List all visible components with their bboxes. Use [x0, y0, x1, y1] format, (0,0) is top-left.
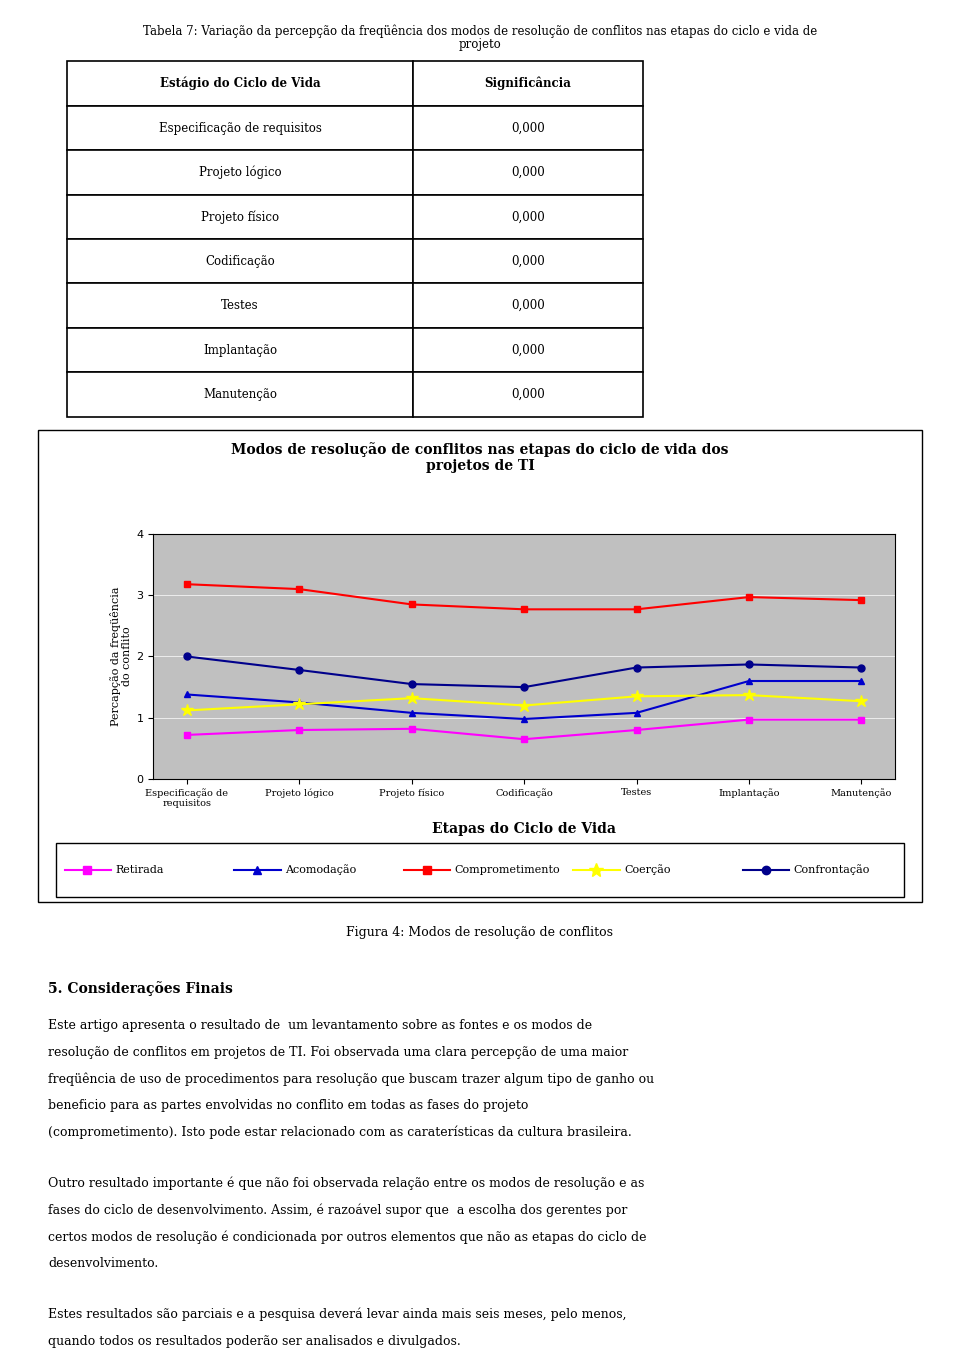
Text: Confrontação: Confrontação	[794, 865, 870, 876]
Text: 0,000: 0,000	[511, 388, 545, 402]
Bar	[67, 150, 413, 194]
Text: Modos de resolução de conflitos nas etapas do ciclo de vida dos
projetos de TI: Modos de resolução de conflitos nas etap…	[231, 443, 729, 473]
Bar	[413, 150, 643, 194]
Bar	[413, 107, 643, 150]
Bar	[413, 195, 643, 239]
Text: Projeto físico: Projeto físico	[201, 210, 279, 224]
Text: Coerção: Coerção	[624, 865, 671, 876]
Bar	[67, 107, 413, 150]
Text: Estágio do Ciclo de Vida: Estágio do Ciclo de Vida	[159, 76, 321, 90]
Text: Projeto lógico: Projeto lógico	[199, 165, 281, 179]
Text: Testes: Testes	[221, 299, 259, 313]
Text: 0,000: 0,000	[511, 254, 545, 268]
Text: Especificação de requisitos: Especificação de requisitos	[158, 122, 322, 135]
Text: certos modos de resolução é condicionada por outros elementos que não as etapas : certos modos de resolução é condicionada…	[48, 1229, 646, 1243]
Bar	[413, 328, 643, 373]
Bar	[67, 373, 413, 417]
Text: Retirada: Retirada	[115, 865, 164, 874]
Text: Acomodação: Acomodação	[285, 865, 356, 876]
Text: Etapas do Ciclo de Vida: Etapas do Ciclo de Vida	[432, 821, 616, 836]
Text: quando todos os resultados poderão ser analisados e divulgados.: quando todos os resultados poderão ser a…	[48, 1335, 461, 1348]
Text: 0,000: 0,000	[511, 165, 545, 179]
Text: Manutenção: Manutenção	[203, 388, 277, 402]
Y-axis label: Percapção da freqüência
do conflito: Percapção da freqüência do conflito	[109, 587, 132, 727]
Text: projeto: projeto	[459, 38, 501, 52]
Text: 0,000: 0,000	[511, 299, 545, 313]
Text: desenvolvimento.: desenvolvimento.	[48, 1257, 158, 1270]
Bar	[67, 328, 413, 373]
Bar	[67, 195, 413, 239]
Bar	[413, 373, 643, 417]
Text: resolução de conflitos em projetos de TI. Foi observada uma clara percepção de u: resolução de conflitos em projetos de TI…	[48, 1046, 628, 1059]
Text: Codificação: Codificação	[205, 254, 275, 268]
Text: Tabela 7: Variação da percepção da freqüência dos modos de resolução de conflito: Tabela 7: Variação da percepção da freqü…	[143, 25, 817, 38]
Text: fases do ciclo de desenvolvimento. Assim, é razoável supor que  a escolha dos ge: fases do ciclo de desenvolvimento. Assim…	[48, 1203, 628, 1217]
Text: 0,000: 0,000	[511, 343, 545, 357]
Text: Significância: Significância	[485, 76, 571, 90]
Text: Implantação: Implantação	[203, 343, 277, 357]
Text: beneficio para as partes envolvidas no conflito em todas as fases do projeto: beneficio para as partes envolvidas no c…	[48, 1098, 528, 1112]
Bar	[67, 61, 413, 107]
Text: Figura 4: Modos de resolução de conflitos: Figura 4: Modos de resolução de conflito…	[347, 926, 613, 940]
Text: freqüência de uso de procedimentos para resolução que buscam trazer algum tipo d: freqüência de uso de procedimentos para …	[48, 1072, 654, 1086]
Text: 5. Considerações Finais: 5. Considerações Finais	[48, 981, 233, 996]
Bar	[413, 239, 643, 284]
Text: 0,000: 0,000	[511, 122, 545, 135]
Bar	[413, 284, 643, 328]
Text: Este artigo apresenta o resultado de  um levantamento sobre as fontes e os modos: Este artigo apresenta o resultado de um …	[48, 1019, 592, 1033]
Text: 0,000: 0,000	[511, 210, 545, 224]
Text: (comprometimento). Isto pode estar relacionado com as caraterísticas da cultura : (comprometimento). Isto pode estar relac…	[48, 1126, 632, 1139]
Text: Outro resultado importante é que não foi observada relação entre os modos de res: Outro resultado importante é que não foi…	[48, 1176, 644, 1190]
Text: Estes resultados são parciais e a pesquisa deverá levar ainda mais seis meses, p: Estes resultados são parciais e a pesqui…	[48, 1309, 627, 1321]
Text: Comprometimento: Comprometimento	[455, 865, 561, 874]
Bar	[413, 61, 643, 107]
Bar	[67, 284, 413, 328]
Bar	[67, 239, 413, 284]
